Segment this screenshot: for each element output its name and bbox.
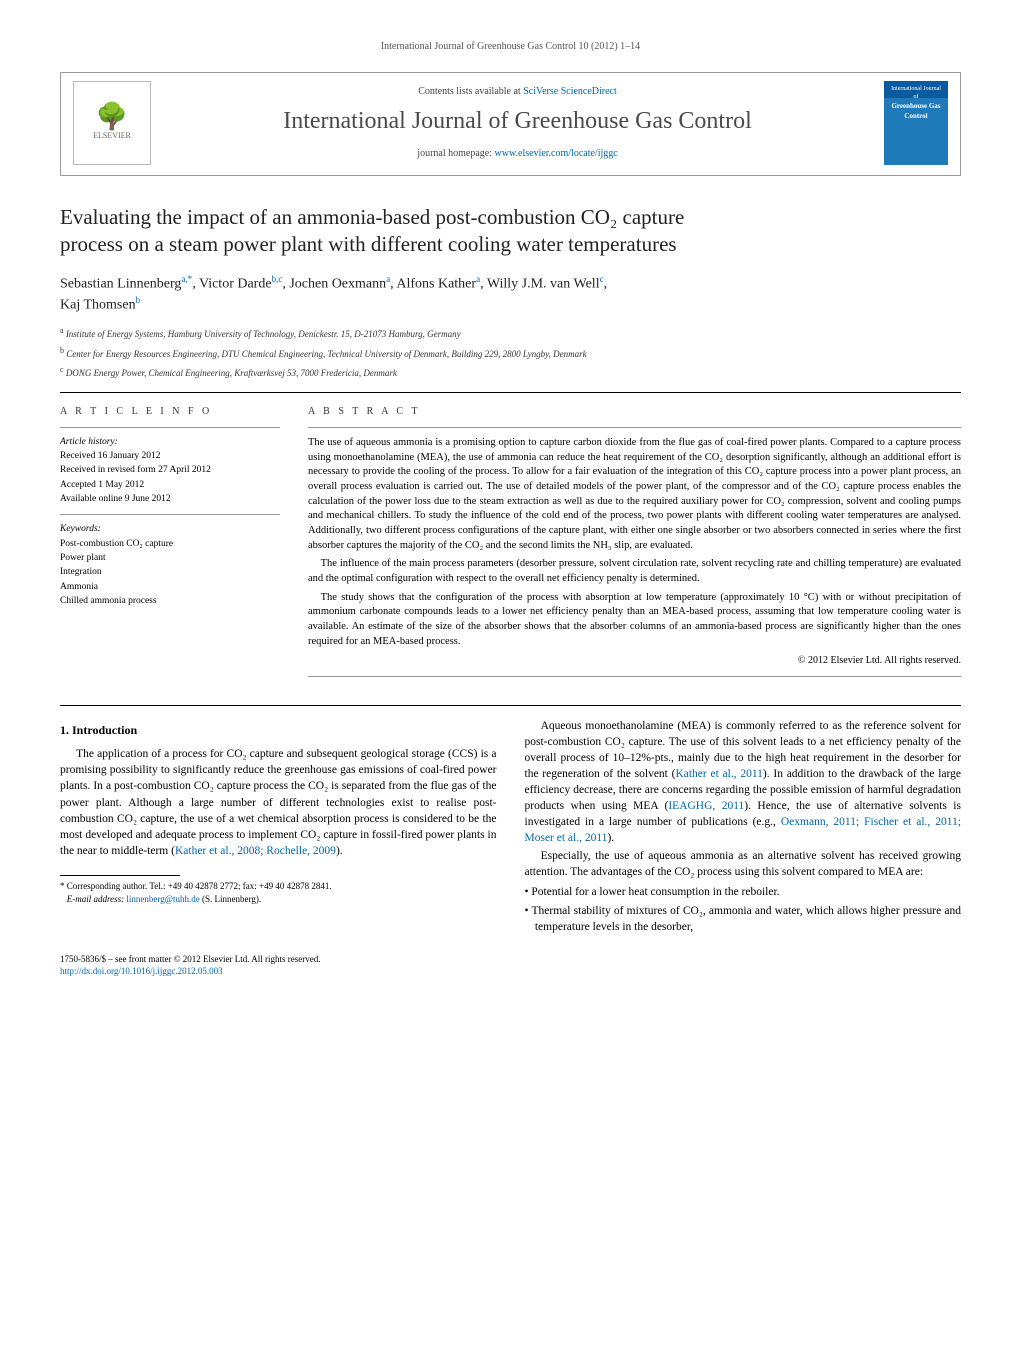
info-rule-1 (60, 427, 280, 428)
article-title: Evaluating the impact of an ammonia-base… (60, 204, 961, 259)
corresponding-author-footnote: * Corresponding author. Tel.: +49 40 428… (60, 880, 497, 905)
doi-link[interactable]: http://dx.doi.org/10.1016/j.ijggc.2012.0… (60, 966, 223, 976)
keyword-4: Ammonia (60, 581, 280, 594)
intro-p2: Aqueous monoethanolamine (MEA) is common… (525, 718, 962, 847)
page-footer: 1750-5836/$ – see front matter © 2012 El… (60, 953, 961, 978)
affiliation-a-text: Institute of Energy Systems, Hamburg Uni… (66, 329, 461, 339)
ref-kather-2011[interactable]: Kather et al., 2011 (675, 768, 762, 780)
elsevier-tree-icon: 🌳 (96, 104, 128, 130)
publisher-name: ELSEVIER (93, 130, 131, 141)
email-tail: (S. Linnenberg). (200, 894, 261, 904)
body-two-column: 1. Introduction The application of a pro… (60, 718, 961, 935)
author-5-affil: c (600, 274, 604, 284)
keyword-3: Integration (60, 566, 280, 579)
abstract-bottom-rule (308, 676, 961, 677)
keyword-2: Power plant (60, 552, 280, 565)
advantages-list: Potential for a lower heat consumption i… (525, 884, 962, 934)
author-1-affil: a,* (181, 274, 192, 284)
publisher-logo: 🌳 ELSEVIER (73, 81, 151, 165)
author-5: Willy J.M. van Well (487, 276, 600, 291)
affiliation-b-text: Center for Energy Resources Engineering,… (66, 349, 586, 359)
abstract-p2: The influence of the main process parame… (308, 557, 961, 586)
author-3: Jochen Oexmann (289, 276, 386, 291)
intro-p1-tail: ). (336, 845, 343, 857)
corr-email-link[interactable]: linnenberg@tuhh.de (126, 894, 199, 904)
intro-p1-text: The application of a process for CO₂ cap… (60, 748, 497, 857)
ref-ieaghg-2011[interactable]: IEAGHG, 2011 (668, 800, 744, 812)
affiliation-c-text: DONG Energy Power, Chemical Engineering,… (66, 368, 397, 378)
history-accepted: Accepted 1 May 2012 (60, 479, 280, 492)
cover-text-top: International Journal of (888, 85, 944, 102)
ref-kather-2008[interactable]: Kather et al., 2008; Rochelle, 2009 (175, 845, 336, 857)
affiliation-b: b Center for Energy Resources Engineerin… (60, 345, 961, 361)
article-info-heading: A R T I C L E I N F O (60, 405, 280, 419)
title-line-1: Evaluating the impact of an ammonia-base… (60, 205, 684, 229)
author-3-affil: a (386, 274, 390, 284)
sciencedirect-link[interactable]: SciVerse ScienceDirect (523, 86, 617, 97)
affiliation-a: a Institute of Energy Systems, Hamburg U… (60, 325, 961, 341)
article-history-head: Article history: (60, 436, 280, 449)
keyword-1: Post-combustion CO₂ capture (60, 538, 280, 551)
issn-copyright-line: 1750-5836/$ – see front matter © 2012 El… (60, 953, 961, 966)
author-6-affil: b (136, 295, 141, 305)
journal-title: International Journal of Greenhouse Gas … (165, 105, 870, 139)
section-1-heading: 1. Introduction (60, 722, 497, 739)
intro-p3: Especially, the use of aqueous ammonia a… (525, 848, 962, 880)
article-info-column: A R T I C L E I N F O Article history: R… (60, 405, 280, 685)
footnote-block: * Corresponding author. Tel.: +49 40 428… (60, 875, 497, 905)
affiliation-c: c DONG Energy Power, Chemical Engineerin… (60, 364, 961, 380)
abstract-p1: The use of aqueous ammonia is a promisin… (308, 436, 961, 554)
cover-text-main: Greenhouse Gas Control (888, 102, 944, 122)
keywords-head: Keywords: (60, 523, 280, 536)
advantage-1: Potential for a lower heat consumption i… (525, 884, 962, 900)
journal-cover-thumbnail: International Journal of Greenhouse Gas … (884, 81, 948, 165)
homepage-prefix: journal homepage: (417, 148, 494, 159)
author-list: Sebastian Linnenberga,*, Victor Dardeb,c… (60, 273, 961, 316)
keyword-5: Chilled ammonia process (60, 595, 280, 608)
contents-available-line: Contents lists available at SciVerse Sci… (165, 85, 870, 99)
abstract-copyright: © 2012 Elsevier Ltd. All rights reserved… (308, 654, 961, 668)
corr-text: Corresponding author. Tel.: +49 40 42878… (67, 881, 332, 891)
author-1: Sebastian Linnenberg (60, 276, 181, 291)
author-2-affil: b,c (272, 274, 283, 284)
homepage-line: journal homepage: www.elsevier.com/locat… (165, 147, 870, 161)
section-rule (60, 392, 961, 393)
intro-p2d: ). (607, 832, 614, 844)
history-revised: Received in revised form 27 April 2012 (60, 464, 280, 477)
running-head: International Journal of Greenhouse Gas … (60, 40, 961, 54)
abstract-rule (308, 427, 961, 428)
history-received: Received 16 January 2012 (60, 450, 280, 463)
intro-p1: The application of a process for CO₂ cap… (60, 746, 497, 859)
advantage-2: Thermal stability of mixtures of CO₂, am… (525, 903, 962, 935)
contents-prefix: Contents lists available at (418, 86, 523, 97)
abstract-column: A B S T R A C T The use of aqueous ammon… (308, 405, 961, 685)
body-top-rule (60, 705, 961, 706)
header-center: Contents lists available at SciVerse Sci… (165, 85, 870, 161)
author-4: Alfons Kather (396, 276, 476, 291)
info-abstract-row: A R T I C L E I N F O Article history: R… (60, 405, 961, 685)
abstract-p3: The study shows that the configuration o… (308, 591, 961, 650)
title-line-2: process on a steam power plant with diff… (60, 232, 677, 256)
author-2: Victor Darde (199, 276, 272, 291)
history-online: Available online 9 June 2012 (60, 493, 280, 506)
abstract-heading: A B S T R A C T (308, 405, 961, 419)
homepage-link[interactable]: www.elsevier.com/locate/ijggc (495, 148, 618, 159)
info-rule-2 (60, 514, 280, 515)
author-6: Kaj Thomsen (60, 298, 136, 313)
journal-header: 🌳 ELSEVIER Contents lists available at S… (60, 72, 961, 176)
footnote-rule (60, 875, 180, 876)
email-label: E-mail address: (67, 894, 127, 904)
author-4-affil: a (476, 274, 480, 284)
